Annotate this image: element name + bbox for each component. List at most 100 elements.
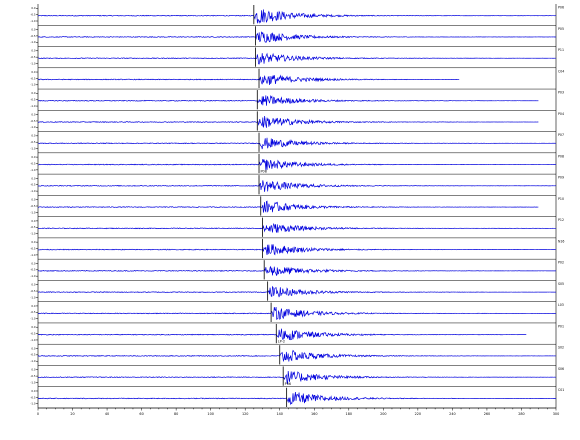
trace-panel: 0.0 -0.5 -1.0 P06	[30, 4, 564, 26]
trace-waveform	[37, 31, 556, 43]
x-tick-label: 100	[207, 412, 213, 416]
station-label: S02	[558, 346, 564, 350]
y-tick-label: -1.0	[30, 359, 35, 363]
y-tick-label: 0.0	[31, 325, 35, 329]
y-tick-label: -0.5	[30, 140, 35, 144]
station-label: P01	[558, 324, 564, 328]
y-tick-label: 0.0	[31, 155, 35, 159]
y-tick-label: -0.5	[30, 331, 35, 335]
station-label: N16	[558, 239, 564, 243]
phase-label: P06	[285, 382, 291, 386]
trace-panel: 0.0 -0.5 -1.0 P02	[30, 259, 564, 281]
trace-waveform	[37, 392, 556, 406]
trace-waveform	[37, 328, 527, 341]
y-tick-label: -0.5	[30, 374, 35, 378]
station-label: P08	[558, 154, 564, 158]
station-label: P09	[558, 176, 564, 180]
y-tick-label: -0.5	[30, 268, 35, 272]
trace-waveform	[37, 306, 556, 320]
y-tick-label: -1.0	[30, 189, 35, 193]
trace-panel: 0.0 -0.5 -1.0 S05	[30, 280, 564, 302]
station-label: P03	[558, 91, 564, 95]
y-tick-label: -1.0	[30, 402, 35, 406]
y-tick-label: -1.0	[30, 104, 35, 108]
trace-waveform	[37, 94, 539, 106]
x-tick-label: 300	[553, 412, 559, 416]
trace-waveform	[37, 9, 556, 24]
y-tick-label: -0.5	[30, 353, 35, 357]
x-tick-label: 60	[139, 412, 143, 416]
x-tick-label: 220	[415, 412, 421, 416]
x-tick-label: 180	[346, 412, 352, 416]
station-label: S05	[558, 282, 564, 286]
y-tick-label: -1.0	[30, 61, 35, 65]
y-tick-label: -1.0	[30, 40, 35, 44]
station-label: P05	[558, 27, 564, 31]
y-tick-label: -1.0	[30, 210, 35, 214]
y-tick-label: -1.0	[30, 83, 35, 87]
x-tick-label: 160	[311, 412, 317, 416]
trace-panel: 0.0 -0.5 -1.0 LP-2 P01	[30, 322, 564, 345]
y-tick-label: -1.0	[30, 338, 35, 342]
y-tick-label: 0.0	[31, 283, 35, 287]
y-tick-label: 0.0	[31, 176, 35, 180]
trace-panel: 0.0 -0.5 -1.0 P05	[30, 25, 564, 47]
y-tick-label: -1.0	[30, 295, 35, 299]
trace-waveform	[37, 158, 556, 171]
trace-waveform	[37, 349, 556, 363]
y-tick-label: 0.0	[31, 6, 35, 10]
y-tick-label: 0.0	[31, 261, 35, 265]
x-tick-label: 140	[276, 412, 282, 416]
trace-panel: 0.0 -0.5 -1.0 S02	[30, 344, 564, 366]
y-tick-label: -0.5	[30, 55, 35, 59]
y-tick-label: -0.5	[30, 204, 35, 208]
y-tick-label: -1.0	[30, 380, 35, 384]
trace-waveform	[37, 244, 556, 256]
trace-panel: 0.0 -0.5 -1.0 P03	[30, 89, 564, 111]
y-tick-label: 0.0	[31, 368, 35, 372]
y-tick-label: -1.0	[30, 125, 35, 129]
trace-panel: 0.0 -0.5 -1.0 N16	[30, 237, 564, 260]
y-tick-label: -0.5	[30, 395, 35, 399]
x-tick-label: 260	[484, 412, 490, 416]
trace-panel: 0.0 -0.5 -1.0 C04	[30, 67, 564, 90]
phase-label: P08	[261, 170, 267, 174]
station-label: L03	[558, 303, 564, 307]
y-tick-label: -1.0	[30, 274, 35, 278]
trace-waveform	[37, 180, 556, 192]
trace-panel: 0.0 -0.5 -1.0 P08 P08	[30, 152, 564, 175]
trace-panel: 0.0 -0.5 -1.0 P10	[30, 195, 564, 217]
trace-waveform	[37, 115, 539, 128]
y-tick-label: 0.0	[31, 91, 35, 95]
x-tick-label: 0	[37, 412, 39, 416]
y-tick-label: -0.5	[30, 161, 35, 165]
y-tick-label: -0.5	[30, 13, 35, 17]
y-tick-label: 0.0	[31, 240, 35, 244]
y-tick-label: 0.0	[31, 198, 35, 202]
station-label: P11	[558, 48, 564, 52]
station-label: P04	[558, 112, 564, 116]
x-axis: 0 20 40 60 80 100 120 140 160 180 200 220 240 260 280 3…	[37, 407, 559, 416]
station-label: P07	[558, 133, 564, 137]
trace-waveform	[37, 223, 556, 233]
y-tick-label: -0.5	[30, 34, 35, 38]
station-label: P10	[558, 197, 564, 201]
station-label: C04	[558, 69, 564, 73]
trace-panel: 0.0 -0.5 -1.0 P09	[30, 174, 564, 196]
trace-waveform	[37, 52, 556, 65]
y-tick-label: -0.5	[30, 289, 35, 293]
y-tick-label: 0.0	[31, 304, 35, 308]
y-tick-label: -0.5	[30, 76, 35, 80]
trace-waveform	[37, 370, 556, 385]
y-tick-label: -1.0	[30, 146, 35, 150]
x-tick-label: 40	[105, 412, 109, 416]
y-tick-label: -0.5	[30, 225, 35, 229]
station-label: S06	[558, 367, 564, 371]
x-tick-label: 20	[70, 412, 74, 416]
trace-waveform	[37, 74, 460, 85]
trace-panels: 0.0 -0.5 -1.0 P06 0.0 -0.5 -1.0 P05 0.0 -0.5 -1.0 P…	[30, 4, 564, 409]
y-tick-label: -0.5	[30, 98, 35, 102]
trace-waveform	[37, 265, 556, 276]
trace-panel: 0.0 -0.5 -1.0 P06 S06	[30, 365, 564, 387]
y-tick-label: -0.5	[30, 310, 35, 314]
